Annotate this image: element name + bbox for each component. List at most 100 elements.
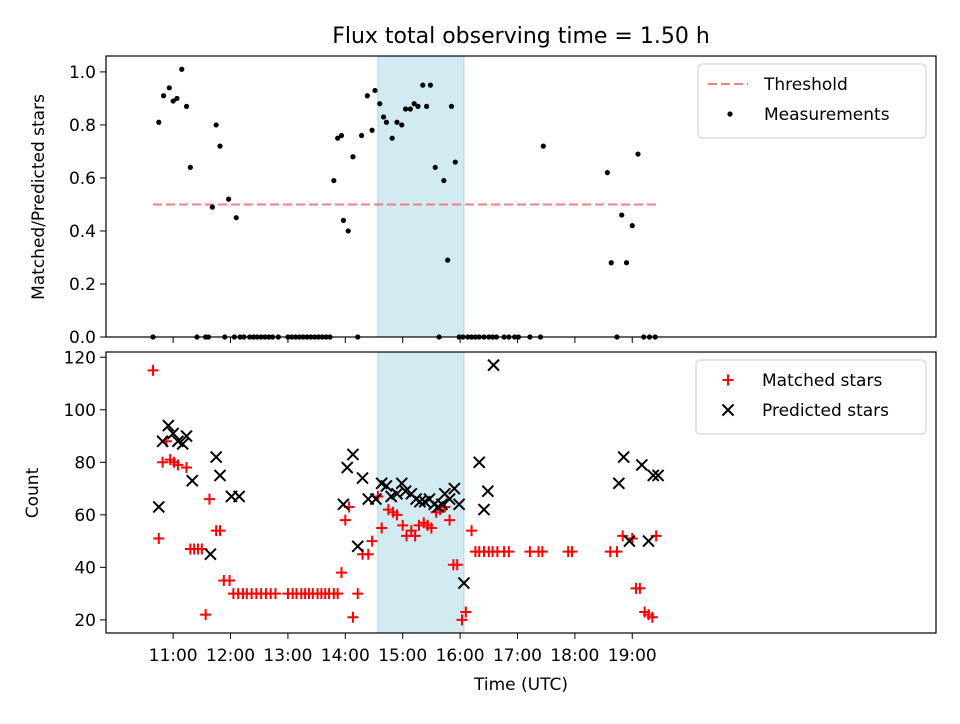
predicted-point <box>457 576 471 590</box>
predicted-point <box>435 498 449 511</box>
measurement-point <box>420 82 426 88</box>
predicted-point <box>176 437 189 451</box>
measurement-point <box>635 151 641 157</box>
predicted-point <box>651 469 665 482</box>
series-predicted-stars <box>152 358 665 590</box>
matched-point <box>157 456 169 468</box>
matched-point <box>203 493 215 505</box>
measurement-point <box>427 82 434 88</box>
predicted-point <box>180 429 193 443</box>
measurement-point <box>415 103 421 109</box>
x-axis-label: Time (UTC) <box>473 675 568 695</box>
y-axis-label-top: Matched/Predicted stars <box>29 94 49 300</box>
y-tick-label: 120 <box>64 348 96 368</box>
measurement-point <box>217 143 223 149</box>
axes-frame <box>105 55 937 338</box>
matched-point <box>634 582 646 594</box>
measurement-point <box>383 119 390 125</box>
predicted-point <box>204 548 217 561</box>
matched-point <box>460 606 472 618</box>
x-tick-label: 14:00 <box>321 646 370 666</box>
matched-point <box>646 611 658 623</box>
matched-point <box>503 546 515 558</box>
y-tick-label: 80 <box>74 453 96 473</box>
predicted-point <box>337 498 350 511</box>
measurement-point <box>179 66 185 72</box>
predicted-point <box>487 358 500 372</box>
legend: Matched stars Predicted stars <box>695 359 927 435</box>
matched-point <box>566 546 578 558</box>
subplot-ratio: 0.0 0.2 0.4 0.6 0.8 1.0 Threshold Measurements <box>69 55 937 348</box>
measurement-point <box>540 143 546 149</box>
matched-point <box>200 609 212 621</box>
predicted-point <box>612 477 626 490</box>
predicted-point <box>390 487 404 501</box>
matched-point <box>339 514 351 526</box>
measurement-point <box>424 103 430 109</box>
measurement-point <box>183 103 190 109</box>
y-tick-label: 0.6 <box>69 169 96 189</box>
x-tick-label: 13:00 <box>263 646 312 666</box>
measurement-point <box>170 98 176 104</box>
legend-swatch-measurements <box>727 111 733 117</box>
predicted-point <box>481 484 495 498</box>
y-tick-label: 20 <box>74 611 96 631</box>
measurement-point <box>399 122 405 128</box>
measurement-point <box>369 127 375 133</box>
x-tick-label: 16:00 <box>436 646 485 666</box>
measurement-point <box>213 122 219 128</box>
predicted-point <box>152 500 165 514</box>
predicted-point <box>166 427 180 440</box>
legend-swatch-predicted <box>721 403 735 417</box>
matched-point <box>269 588 281 600</box>
measurement-point <box>604 170 610 176</box>
legend-swatch-matched <box>722 374 734 386</box>
predicted-point <box>213 469 227 482</box>
matched-point <box>611 546 623 558</box>
y-axis-label-bottom: Count <box>23 467 43 518</box>
legend-label: Matched stars <box>762 371 882 391</box>
x-tick-label: 15:00 <box>378 646 427 666</box>
x-tick-label: 11:00 <box>149 646 198 666</box>
legend-label: Measurements <box>764 105 890 125</box>
y-tick-label: 40 <box>74 558 96 578</box>
x-tick-label: 18:00 <box>550 646 599 666</box>
matched-point <box>153 532 165 544</box>
matched-point <box>332 588 344 600</box>
series-matched-stars <box>147 364 662 626</box>
y-tick-label: 1.0 <box>69 63 96 83</box>
matched-point <box>181 462 193 474</box>
matched-point <box>409 530 421 542</box>
predicted-point <box>448 482 461 495</box>
legend-box <box>695 359 927 435</box>
matched-point <box>362 548 374 560</box>
legend-label: Predicted stars <box>762 401 889 421</box>
matched-point <box>172 459 184 471</box>
legend-box <box>697 63 927 139</box>
predicted-point <box>341 461 354 474</box>
measurement-point <box>350 154 356 160</box>
measurement-point <box>338 132 345 139</box>
predicted-point <box>186 474 199 487</box>
chart-title: Flux total observing time = 1.50 h <box>332 24 710 49</box>
measurement-point <box>608 260 614 266</box>
matched-point <box>425 522 437 534</box>
predicted-point <box>642 534 655 548</box>
measurement-point <box>389 135 395 141</box>
subplot-count: 20 40 60 80 100 120 11:00 12:00 13:00 14:00 15:00 1… <box>64 348 937 666</box>
predicted-point <box>617 450 630 464</box>
matched-point <box>444 514 456 526</box>
predicted-point <box>346 448 360 461</box>
measurement-point <box>394 119 400 125</box>
predicted-point <box>635 458 649 472</box>
measurement-point <box>448 103 455 109</box>
legend: Threshold Measurements <box>697 63 927 139</box>
predicted-point <box>380 479 393 493</box>
y-tick-label: 0.2 <box>69 275 96 295</box>
matched-point <box>397 519 409 531</box>
matched-point <box>466 525 478 537</box>
measurement-point <box>160 93 167 99</box>
matched-point <box>147 364 159 376</box>
predicted-point <box>209 450 223 464</box>
